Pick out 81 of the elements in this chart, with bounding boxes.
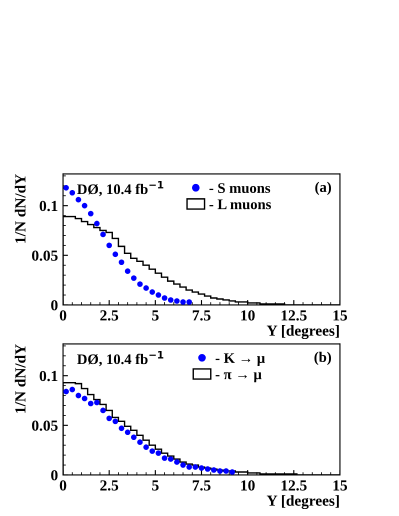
y-tick-label: 0 bbox=[51, 470, 58, 480]
point bbox=[186, 464, 192, 470]
point bbox=[137, 439, 143, 445]
point bbox=[168, 456, 174, 462]
point bbox=[124, 430, 130, 436]
y-tick-label: 0.1 bbox=[40, 370, 58, 382]
y-tick-label: 0.1 bbox=[40, 200, 58, 212]
legend-label: - S muons bbox=[209, 183, 270, 194]
point bbox=[198, 465, 204, 471]
point bbox=[88, 210, 94, 216]
point bbox=[174, 298, 180, 304]
point bbox=[94, 400, 100, 406]
point bbox=[106, 416, 112, 422]
point bbox=[211, 467, 217, 473]
point bbox=[180, 299, 186, 305]
x-tick-label: 12.5 bbox=[282, 480, 307, 491]
point bbox=[223, 468, 229, 474]
legend-label: - K → μ bbox=[216, 353, 265, 366]
point bbox=[137, 281, 143, 287]
point bbox=[88, 400, 94, 406]
point bbox=[149, 448, 156, 454]
annotation: (a) bbox=[315, 182, 331, 195]
point bbox=[82, 202, 88, 208]
point bbox=[204, 466, 210, 472]
x-tick-label: 2.5 bbox=[100, 310, 118, 321]
point bbox=[156, 450, 162, 456]
x-tick-label: 15 bbox=[334, 310, 348, 321]
x-tick-label: 10 bbox=[241, 480, 255, 491]
y-tick-label: 0.05 bbox=[32, 420, 58, 431]
point bbox=[100, 232, 106, 238]
x-tick-label: 7.5 bbox=[192, 310, 210, 321]
legend-label: - L muons bbox=[209, 200, 271, 210]
y-axis-title: 1/N dN/dY bbox=[14, 344, 26, 413]
legend-label: - π → μ bbox=[216, 372, 262, 382]
point bbox=[229, 469, 236, 475]
x-axis-title: Y [degrees] bbox=[266, 325, 339, 340]
point bbox=[143, 444, 149, 450]
point bbox=[174, 459, 180, 465]
point bbox=[162, 455, 168, 461]
point bbox=[156, 292, 162, 298]
x-tick-label: 2.5 bbox=[100, 480, 118, 491]
point bbox=[69, 190, 76, 196]
point bbox=[131, 434, 137, 440]
y-tick-label: 0 bbox=[51, 300, 58, 310]
point bbox=[112, 252, 118, 258]
point bbox=[63, 388, 69, 394]
y-axis-title: 1/N dN/dY bbox=[14, 174, 26, 243]
point bbox=[94, 220, 100, 226]
point bbox=[143, 285, 149, 291]
annotation: DØ, 10.4 fb$^{−1}$ bbox=[77, 351, 164, 366]
x-tick-label: 5 bbox=[152, 310, 159, 321]
point bbox=[124, 268, 130, 274]
y-tick-label: 0.05 bbox=[32, 250, 58, 261]
x-tick-label: 0 bbox=[60, 480, 66, 491]
point bbox=[100, 408, 106, 414]
point bbox=[82, 396, 88, 402]
x-tick-label: 0 bbox=[60, 310, 66, 321]
annotation: (b) bbox=[314, 352, 331, 366]
point bbox=[168, 297, 174, 303]
point bbox=[192, 464, 198, 470]
point bbox=[106, 242, 112, 248]
point bbox=[149, 289, 156, 295]
point bbox=[162, 295, 168, 301]
point bbox=[131, 275, 137, 281]
x-tick-label: 5 bbox=[152, 480, 159, 491]
x-tick-label: 7.5 bbox=[192, 480, 210, 491]
point bbox=[112, 418, 118, 424]
x-tick-label: 12.5 bbox=[282, 310, 307, 321]
x-tick-label: 10 bbox=[241, 310, 255, 321]
point bbox=[186, 299, 192, 305]
point bbox=[76, 392, 82, 398]
x-tick-label: 15 bbox=[334, 480, 348, 491]
point bbox=[118, 426, 124, 432]
x-axis-title: Y [degrees] bbox=[266, 495, 339, 510]
point bbox=[180, 462, 186, 468]
point bbox=[118, 259, 124, 266]
point bbox=[76, 196, 82, 202]
point bbox=[217, 468, 223, 474]
point bbox=[69, 386, 76, 392]
annotation: DØ, 10.4 fb$^{−1}$ bbox=[77, 180, 164, 196]
point bbox=[63, 185, 69, 191]
